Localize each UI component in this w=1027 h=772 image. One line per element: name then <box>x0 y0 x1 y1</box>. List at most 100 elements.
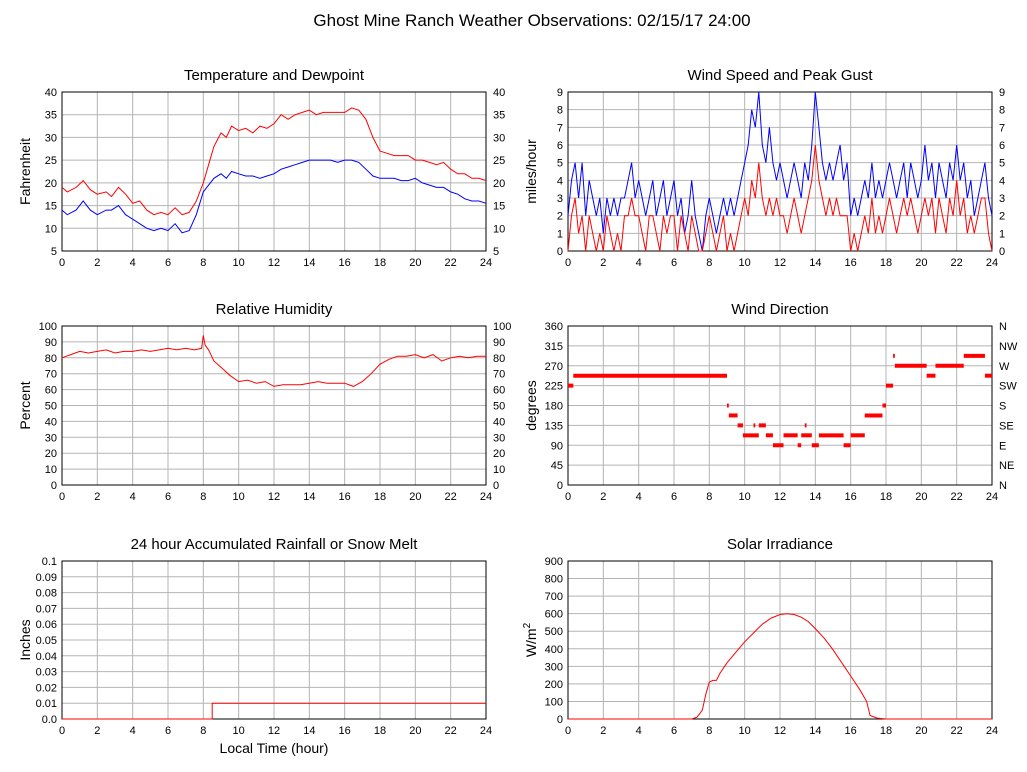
x-tick-label: 14 <box>809 491 821 503</box>
x-axis-label: Local Time (hour) <box>220 740 329 756</box>
x-tick-label: 0 <box>59 257 65 269</box>
plot-frame <box>567 560 993 720</box>
rh-series-0-line <box>61 335 486 387</box>
plot-frame <box>61 325 487 486</box>
temp-series-0-line <box>61 107 487 216</box>
compass-tick-label: W <box>999 361 1010 373</box>
x-tick-label: 2 <box>94 725 100 737</box>
y-tick-label: 700 <box>545 591 563 603</box>
y-tick-label: 400 <box>545 644 563 656</box>
y-tick-label: 0.09 <box>36 572 57 584</box>
x-tick-label: 24 <box>986 257 998 269</box>
compass-tick-label: NW <box>999 341 1018 353</box>
y-tick-label: 30 <box>45 132 57 144</box>
x-tick-label: 0 <box>565 491 571 503</box>
x-tick-label: 16 <box>845 725 857 737</box>
x-tick-label: 20 <box>915 491 927 503</box>
x-tick-label: 10 <box>739 257 751 269</box>
right-y-tick-label: 90 <box>493 337 505 349</box>
x-tick-label: 12 <box>774 257 786 269</box>
y-tick-label: 0 <box>51 480 57 492</box>
y-tick-label: 60 <box>45 385 57 397</box>
x-tick-label: 8 <box>706 491 712 503</box>
y-tick-label: 40 <box>45 87 57 99</box>
x-tick-label: 18 <box>374 725 386 737</box>
rain-chart: 24 hour Accumulated Rainfall or Snow Mel… <box>17 536 492 756</box>
y-tick-label: 300 <box>545 661 563 673</box>
chart-title: 24 hour Accumulated Rainfall or Snow Mel… <box>131 536 419 553</box>
y-tick-label: 20 <box>45 178 57 190</box>
y-tick-label: 225 <box>545 381 563 393</box>
y-tick-label: 4 <box>557 175 563 187</box>
y-tick-label: 0.1 <box>42 556 57 568</box>
chart-title: Temperature and Dewpoint <box>184 67 365 84</box>
y-tick-label: 0 <box>557 480 563 492</box>
right-y-tick-label: 40 <box>493 87 505 99</box>
plot-frame <box>567 325 993 486</box>
right-y-tick-label: 50 <box>493 401 505 413</box>
chart-title: Wind Direction <box>731 301 829 318</box>
right-y-tick-label: 4 <box>999 175 1005 187</box>
page-title: Ghost Mine Ranch Weather Observations: 0… <box>313 11 750 30</box>
y-tick-label: 800 <box>545 574 563 586</box>
y-tick-label: 900 <box>545 556 563 568</box>
x-tick-label: 2 <box>600 725 606 737</box>
x-tick-label: 6 <box>165 257 171 269</box>
x-tick-label: 24 <box>480 257 492 269</box>
x-tick-label: 2 <box>94 491 100 503</box>
x-tick-label: 12 <box>774 491 786 503</box>
x-tick-label: 18 <box>374 491 386 503</box>
y-axis-label: Percent <box>17 381 33 429</box>
x-tick-label: 12 <box>774 725 786 737</box>
y-tick-label: 600 <box>545 609 563 621</box>
x-tick-label: 10 <box>233 491 245 503</box>
x-tick-label: 20 <box>915 257 927 269</box>
right-y-tick-label: 30 <box>493 132 505 144</box>
y-tick-label: 5 <box>557 158 563 170</box>
x-tick-label: 24 <box>480 725 492 737</box>
right-y-tick-label: 30 <box>493 432 505 444</box>
x-tick-label: 16 <box>845 257 857 269</box>
y-tick-label: 100 <box>39 321 57 333</box>
x-tick-label: 8 <box>200 491 206 503</box>
y-tick-label: 0.05 <box>36 635 57 647</box>
x-tick-label: 12 <box>268 491 280 503</box>
x-tick-label: 18 <box>880 725 892 737</box>
x-tick-label: 10 <box>739 725 751 737</box>
y-tick-label: 80 <box>45 353 57 365</box>
y-tick-label: 6 <box>557 140 563 152</box>
x-tick-label: 14 <box>809 257 821 269</box>
y-tick-label: 45 <box>551 460 563 472</box>
plot-frame <box>567 91 993 252</box>
right-y-tick-label: 40 <box>493 416 505 428</box>
x-tick-label: 6 <box>671 491 677 503</box>
x-tick-label: 4 <box>130 257 136 269</box>
y-tick-label: 360 <box>545 321 563 333</box>
y-tick-label: 15 <box>45 201 57 213</box>
y-tick-label: 180 <box>545 401 563 413</box>
y-tick-label: 0.04 <box>36 651 57 663</box>
y-axis-label: miles/hour <box>523 139 539 204</box>
right-y-tick-label: 2 <box>999 211 1005 223</box>
x-tick-label: 2 <box>600 257 606 269</box>
right-y-tick-label: 100 <box>493 321 511 333</box>
chart-title: Relative Humidity <box>216 301 333 318</box>
y-tick-label: 3 <box>557 193 563 205</box>
x-tick-label: 2 <box>600 491 606 503</box>
y-tick-label: 0 <box>557 714 563 726</box>
x-tick-label: 22 <box>445 491 457 503</box>
x-tick-label: 6 <box>671 725 677 737</box>
right-y-tick-label: 1 <box>999 228 1005 240</box>
y-tick-label: 90 <box>45 337 57 349</box>
right-y-tick-label: 0 <box>999 246 1005 258</box>
y-tick-label: 35 <box>45 110 57 122</box>
right-y-tick-label: 35 <box>493 110 505 122</box>
x-tick-label: 16 <box>339 491 351 503</box>
x-tick-label: 4 <box>636 725 642 737</box>
x-tick-label: 24 <box>986 725 998 737</box>
right-y-tick-label: 25 <box>493 155 505 167</box>
y-tick-label: 0 <box>557 246 563 258</box>
x-tick-label: 18 <box>880 257 892 269</box>
chart-title: Wind Speed and Peak Gust <box>687 67 873 84</box>
